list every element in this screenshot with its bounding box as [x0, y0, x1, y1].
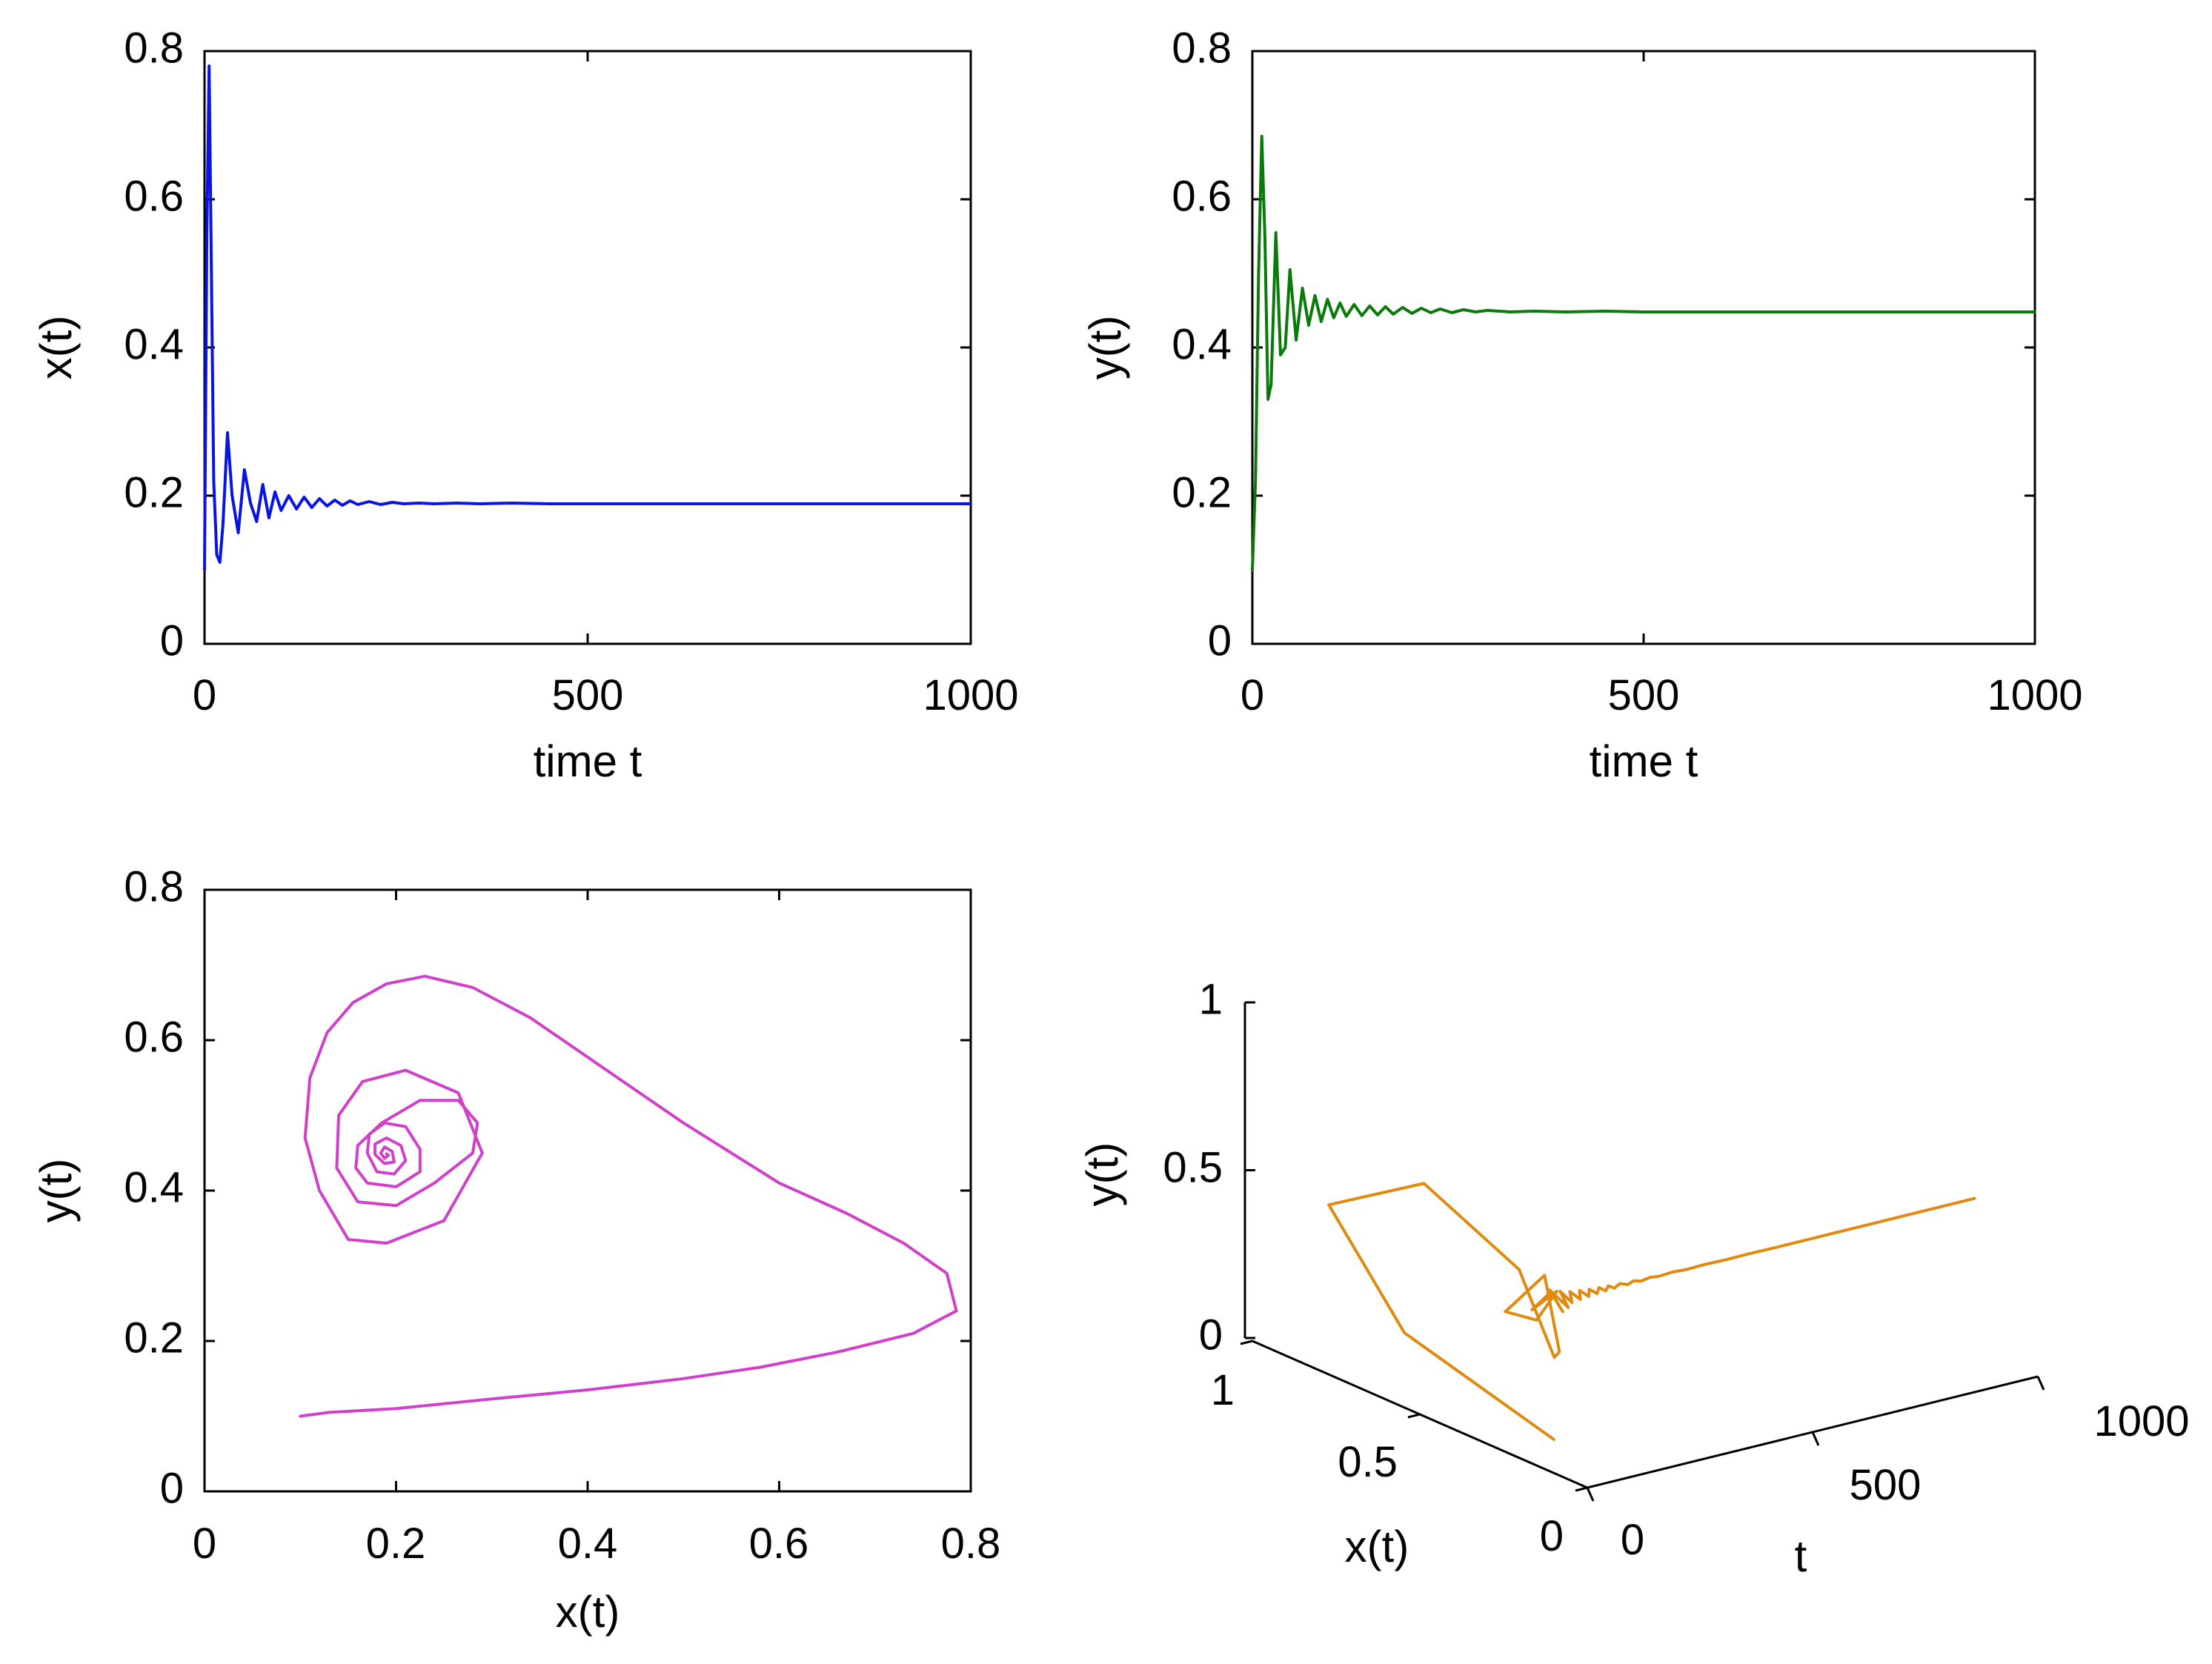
plot-frame [1251, 50, 2036, 645]
x-tick-label: 1000 [1987, 671, 2082, 719]
panel-x-vs-time: 0 0.2 0.4 0.6 0.8 0 500 1000 time t x(t) [31, 24, 1019, 786]
tick-mark [2036, 1376, 2045, 1391]
3d-trajectory-line [1327, 1182, 1976, 1441]
y-tick-label: 0.8 [1172, 24, 1232, 72]
x-axis-title: x(t) [1345, 1522, 1409, 1571]
y-tick-label: 0 [160, 1464, 184, 1512]
t-tick-label: 1000 [2093, 1397, 2189, 1445]
x-tick-label: 1 [1211, 1366, 1235, 1414]
tick-marks [203, 50, 972, 645]
plot-frame [203, 50, 972, 645]
panel-phase-portrait: 0 0.2 0.4 0.6 0.8 0 0.2 0.4 0.6 0.8 x(t)… [31, 862, 1000, 1637]
y-tick-label: 0.8 [124, 24, 184, 72]
x-tick-label: 0.6 [749, 1520, 809, 1568]
x-tick-label: 0.8 [941, 1520, 1001, 1568]
z-axis-title: y(t) [1077, 1142, 1127, 1207]
t-axis-title: t [1795, 1531, 1807, 1581]
y-series-line [1251, 135, 2036, 571]
panel-y-vs-time: 0 0.2 0.4 0.6 0.8 0 500 1000 time t y(t) [1080, 24, 2083, 786]
tick-mark [1575, 1486, 1588, 1492]
y-tick-label: 0.4 [124, 320, 184, 368]
y-axis-title: y(t) [31, 1159, 81, 1223]
x-axis-title: time t [1590, 736, 1698, 786]
x-tick-label: 0 [193, 671, 216, 719]
x-tick-label: 1000 [923, 671, 1018, 719]
y-axis-title: x(t) [31, 316, 81, 380]
x-tick-label: 0 [1540, 1512, 1564, 1560]
x-tick-label: 500 [1608, 671, 1680, 719]
t-tick-label: 500 [1850, 1461, 1922, 1509]
z-tick-label: 1 [1199, 975, 1223, 1023]
x-tick-label: 0 [193, 1520, 216, 1568]
x-tick-label: 0.2 [366, 1520, 426, 1568]
x-tick-label: 500 [552, 671, 624, 719]
tick-marks [1251, 50, 2036, 645]
phase-trajectory-line [299, 974, 958, 1418]
panel-3d-trajectory: 0 0.5 1 0 0.5 1 0 500 1000 t x(t) y(t) [1077, 975, 2190, 1581]
y-tick-label: 0.6 [124, 1013, 184, 1061]
x-tick-label: 0.5 [1338, 1438, 1398, 1486]
y-tick-label: 0.4 [1172, 320, 1232, 368]
t-tick-label: 0 [1621, 1516, 1644, 1564]
y-tick-label: 0.8 [124, 862, 184, 911]
tick-mark [1811, 1431, 1820, 1446]
y-tick-label: 0.2 [124, 1314, 184, 1362]
y-axis-title: y(t) [1080, 316, 1130, 380]
x-axis-title: x(t) [556, 1587, 620, 1637]
tick-mark [1586, 1487, 1595, 1502]
y-tick-label: 0.6 [1172, 172, 1232, 220]
y-tick-label: 0.6 [124, 172, 184, 220]
z-tick-label: 0 [1199, 1311, 1223, 1359]
x-series-line [203, 64, 972, 571]
x-axis-title: time t [534, 736, 642, 786]
y-tick-label: 0.2 [124, 468, 184, 516]
tick-mark [1240, 1339, 1253, 1345]
z-tick-label: 0.5 [1163, 1143, 1223, 1191]
x-tick-label: 0.4 [558, 1520, 618, 1568]
y-tick-label: 0.4 [124, 1163, 184, 1211]
tick-marks [203, 888, 972, 1493]
tick-mark [1407, 1413, 1421, 1419]
x-tick-label: 0 [1240, 671, 1264, 719]
y-tick-label: 0.2 [1172, 468, 1232, 516]
tick-marks [1240, 1001, 2045, 1502]
y-tick-label: 0 [160, 616, 184, 665]
y-tick-label: 0 [1208, 616, 1232, 665]
